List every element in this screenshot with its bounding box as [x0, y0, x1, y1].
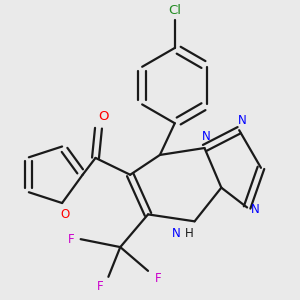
- Text: F: F: [97, 280, 104, 293]
- Text: N: N: [250, 203, 260, 216]
- Text: F: F: [154, 272, 161, 285]
- Text: O: O: [98, 110, 109, 123]
- Text: N: N: [202, 130, 211, 142]
- Text: Cl: Cl: [168, 4, 181, 17]
- Text: F: F: [68, 233, 74, 246]
- Text: N: N: [172, 227, 181, 240]
- Text: O: O: [60, 208, 70, 221]
- Text: H: H: [185, 227, 194, 240]
- Text: N: N: [238, 114, 247, 127]
